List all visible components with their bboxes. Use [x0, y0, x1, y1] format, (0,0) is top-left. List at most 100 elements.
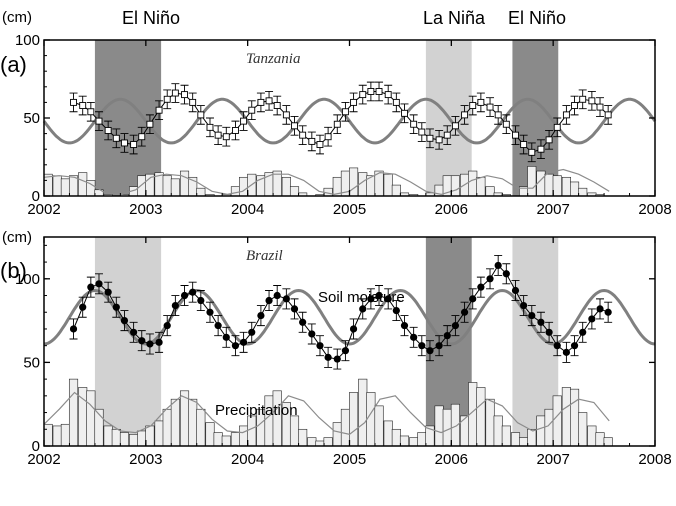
- soil-moisture-point: [375, 88, 383, 95]
- precip-bar: [417, 432, 427, 447]
- precip-bar: [188, 398, 198, 447]
- precip-bar: [561, 176, 571, 197]
- precip-bar: [485, 398, 495, 447]
- soil-moisture-point: [359, 91, 367, 99]
- precip-bar: [409, 437, 419, 447]
- precip-bar: [527, 166, 537, 197]
- precip-bar: [154, 420, 164, 447]
- soil-moisture-point: [520, 141, 528, 148]
- precip-bar: [230, 432, 240, 447]
- precip-bar: [595, 432, 605, 447]
- soil-moisture-point: [308, 330, 316, 338]
- precip-bar: [281, 176, 291, 197]
- x-tick-label: 2002: [27, 451, 60, 468]
- soil-moisture-point: [341, 108, 349, 116]
- precip-bar: [485, 186, 495, 197]
- precip-bar: [205, 422, 215, 447]
- soil-moisture-point: [181, 91, 188, 99]
- soil-moisture-point: [545, 136, 553, 144]
- x-tick-label: 2006: [435, 201, 468, 218]
- soil-moisture-point: [163, 322, 171, 330]
- soil-moisture-line: [73, 91, 609, 153]
- soil-moisture-point: [257, 98, 265, 106]
- precip-bar: [476, 387, 486, 447]
- soil-moisture-point: [553, 342, 561, 350]
- precip-bar: [52, 175, 62, 197]
- precip-model-line: [43, 168, 610, 196]
- precip-bar: [391, 428, 401, 447]
- soil-moisture-point: [155, 338, 163, 346]
- soil-moisture-point: [477, 98, 485, 106]
- soil-moisture-point: [333, 355, 341, 363]
- precip-bar: [527, 428, 537, 447]
- soil-moisture-point: [240, 117, 248, 125]
- soil-moisture-point: [537, 318, 545, 326]
- precip-bar: [383, 420, 393, 447]
- soil-moisture-point: [401, 109, 408, 117]
- precip-bar: [145, 425, 155, 447]
- precip-bar: [52, 425, 62, 447]
- soil-moisture-point: [410, 333, 418, 341]
- soil-moisture-point: [69, 325, 78, 333]
- soil-moisture-point: [435, 342, 443, 350]
- soil-moisture-point: [248, 328, 256, 336]
- soil-moisture-point: [486, 103, 494, 111]
- soil-moisture-point: [95, 280, 103, 288]
- event-label-lanina-2005: La Niña: [423, 8, 486, 28]
- soil-moisture-point: [171, 89, 179, 97]
- precip-bar: [196, 408, 206, 447]
- panel-b-region: Brazil: [246, 248, 283, 264]
- precip-bar: [434, 405, 444, 447]
- x-tick-label: 2005: [333, 201, 366, 218]
- precip-bar: [137, 430, 147, 447]
- soil-moisture-point: [324, 133, 332, 141]
- precip-bar: [323, 437, 333, 447]
- precip-bar: [570, 181, 580, 197]
- soil-moisture-point: [511, 286, 520, 295]
- soil-moisture-point: [299, 318, 307, 326]
- soil-moisture-point: [180, 291, 189, 300]
- precip-model-line: [43, 391, 610, 435]
- precip-bar: [544, 173, 554, 197]
- x-tick-label: 2007: [536, 201, 569, 218]
- precip-bar: [119, 432, 129, 447]
- panel-a-unit: (cm): [2, 9, 32, 26]
- precip-bar: [103, 425, 113, 447]
- soil-moisture-point: [324, 353, 332, 361]
- soil-moisture-point: [146, 120, 154, 128]
- plot-area: 2002 2003 2004 2005 2006 2007 2008 0 50 100: [15, 32, 672, 218]
- soil-moisture-point: [104, 288, 112, 296]
- precip-bar: [349, 167, 359, 197]
- soil-moisture-point: [520, 301, 528, 310]
- soil-moisture-point: [494, 111, 502, 119]
- soil-moisture-point: [588, 315, 596, 323]
- soil-moisture-point: [112, 134, 120, 142]
- soil-moisture-point: [604, 308, 612, 316]
- precip-bar: [68, 378, 79, 447]
- soil-moisture-point: [171, 301, 179, 310]
- soil-moisture-point: [588, 97, 596, 105]
- soil-moisture-point: [70, 98, 77, 106]
- precip-bar: [391, 184, 401, 197]
- model-curve: [42, 97, 657, 145]
- y-tick-label: 0: [32, 438, 40, 455]
- precip-bar: [129, 433, 139, 447]
- soil-moisture-point: [435, 136, 443, 144]
- soil-moisture-point: [265, 97, 273, 105]
- y-tick-label: 50: [23, 110, 40, 127]
- precip-bar: [111, 428, 121, 447]
- soil-moisture-point: [392, 98, 400, 106]
- soil-moisture-point: [120, 317, 129, 325]
- soil-moisture-point: [333, 120, 341, 128]
- x-tick-label: 2008: [638, 201, 671, 218]
- precip-bar: [179, 170, 190, 197]
- precip-bar: [603, 437, 613, 447]
- x-tick-label: 2005: [333, 451, 366, 468]
- precip-bar: [399, 435, 410, 447]
- soil-moisture-point: [79, 303, 87, 311]
- soil-moisture-point: [189, 98, 197, 106]
- soil-moisture-point: [410, 120, 418, 128]
- soil-moisture-point: [579, 95, 587, 103]
- soil-moisture-point: [273, 102, 281, 109]
